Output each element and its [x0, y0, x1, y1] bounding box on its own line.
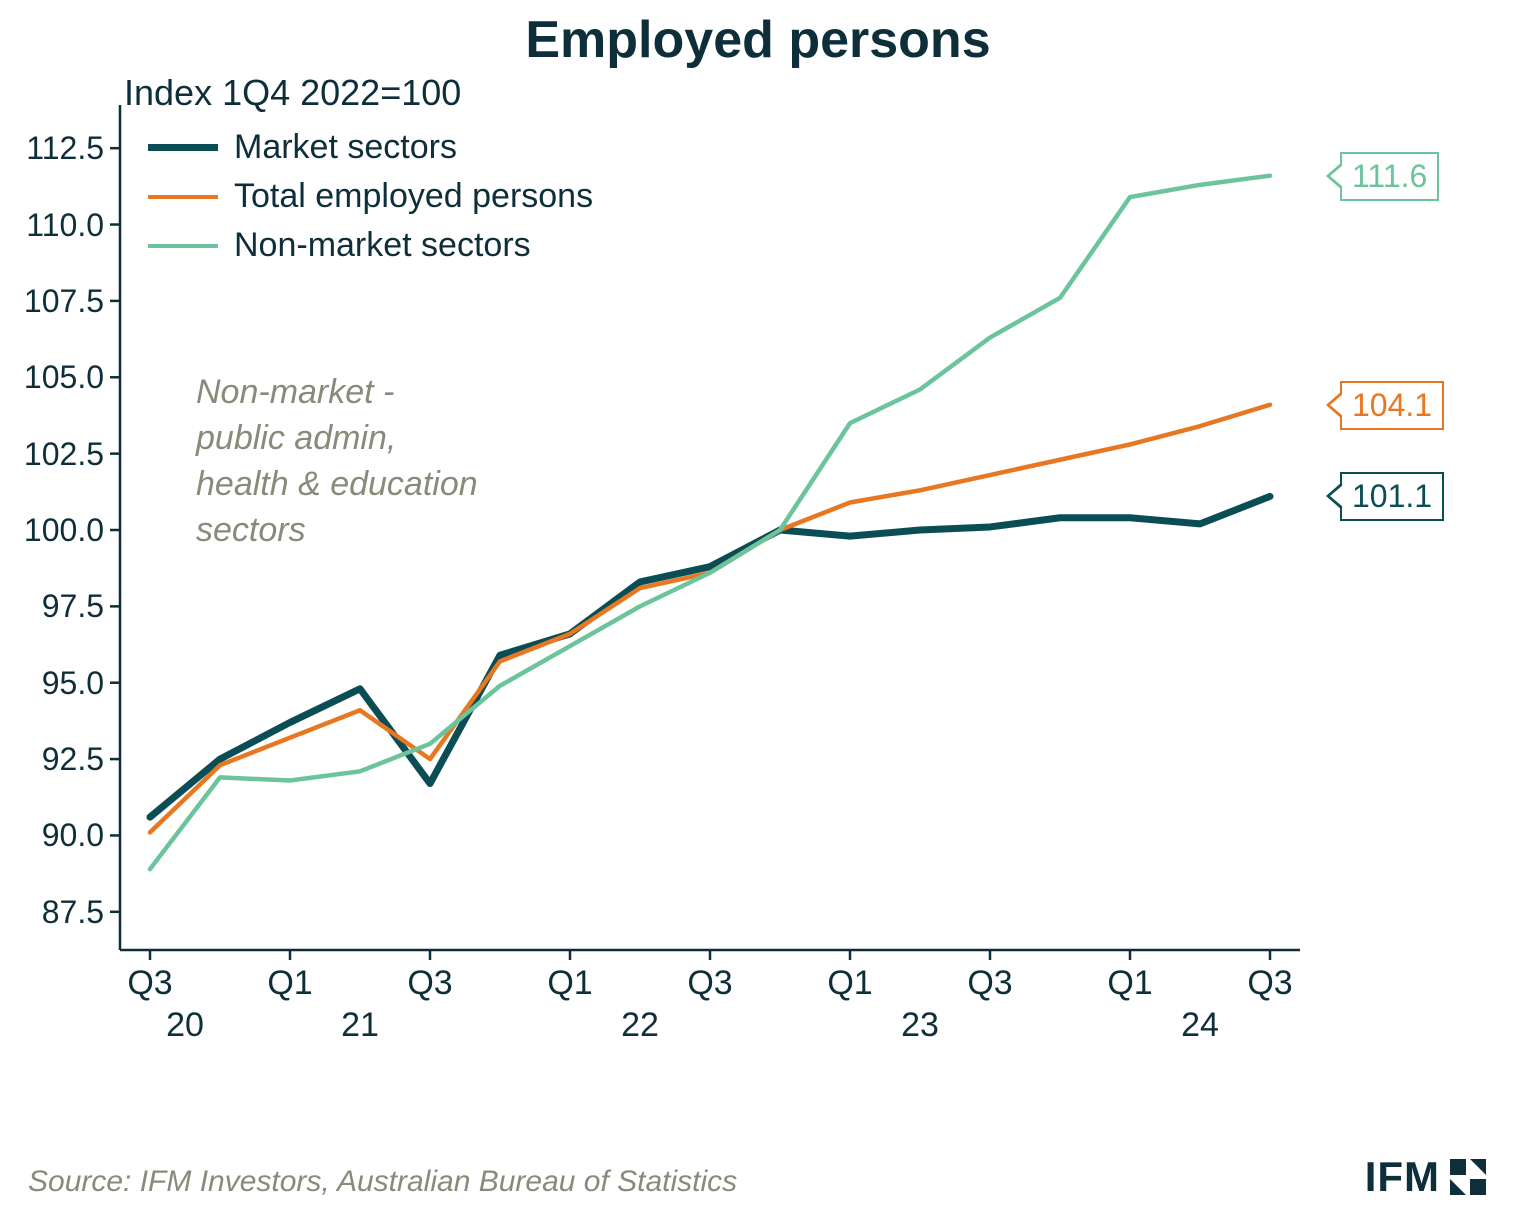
- y-tick-label: 100.0: [24, 512, 104, 549]
- source-text: Source: IFM Investors, Australian Bureau…: [28, 1165, 737, 1199]
- series-line: [150, 176, 1270, 869]
- x-tick-label: Q3: [400, 964, 460, 1003]
- y-tick-label: 95.0: [42, 665, 104, 702]
- y-tick-label: 107.5: [24, 283, 104, 320]
- x-year-label: 24: [1170, 1006, 1230, 1045]
- y-tick-label: 87.5: [42, 894, 104, 931]
- x-tick-label: Q3: [680, 964, 740, 1003]
- y-tick-label: 102.5: [24, 436, 104, 473]
- x-year-label: 20: [155, 1006, 215, 1045]
- x-tick-label: Q3: [960, 964, 1020, 1003]
- y-tick-label: 105.0: [24, 359, 104, 396]
- end-value-tag: 111.6: [1340, 152, 1439, 201]
- y-tick-label: 90.0: [42, 817, 104, 854]
- x-year-label: 21: [330, 1006, 390, 1045]
- end-tag-arrow-fill-icon: [1330, 165, 1343, 187]
- x-tick-label: Q3: [120, 964, 180, 1003]
- ifm-logo-text: IFM: [1365, 1153, 1440, 1201]
- chart-container: { "chart": { "type": "line", "title": "E…: [0, 0, 1516, 1217]
- series-line: [150, 496, 1270, 817]
- y-tick-label: 92.5: [42, 741, 104, 778]
- y-tick-label: 110.0: [26, 207, 104, 244]
- x-tick-label: Q3: [1240, 964, 1300, 1003]
- series-line: [150, 405, 1270, 833]
- chart-title: Employed persons: [0, 10, 1516, 70]
- x-year-label: 23: [890, 1006, 950, 1045]
- x-tick-label: Q1: [540, 964, 600, 1003]
- x-tick-label: Q1: [260, 964, 320, 1003]
- y-tick-label: 97.5: [42, 588, 104, 625]
- x-tick-label: Q1: [820, 964, 880, 1003]
- ifm-logo-icon: [1448, 1157, 1488, 1197]
- end-value-tag: 101.1: [1340, 472, 1444, 521]
- end-value-tag: 104.1: [1340, 381, 1444, 430]
- end-tag-arrow-fill-icon: [1330, 394, 1343, 416]
- chart-plot: [120, 90, 1300, 1060]
- x-tick-label: Q1: [1100, 964, 1160, 1003]
- ifm-logo: IFM: [1365, 1153, 1488, 1201]
- y-tick-label: 112.5: [26, 130, 104, 167]
- x-year-label: 22: [610, 1006, 670, 1045]
- end-tag-arrow-fill-icon: [1330, 485, 1343, 507]
